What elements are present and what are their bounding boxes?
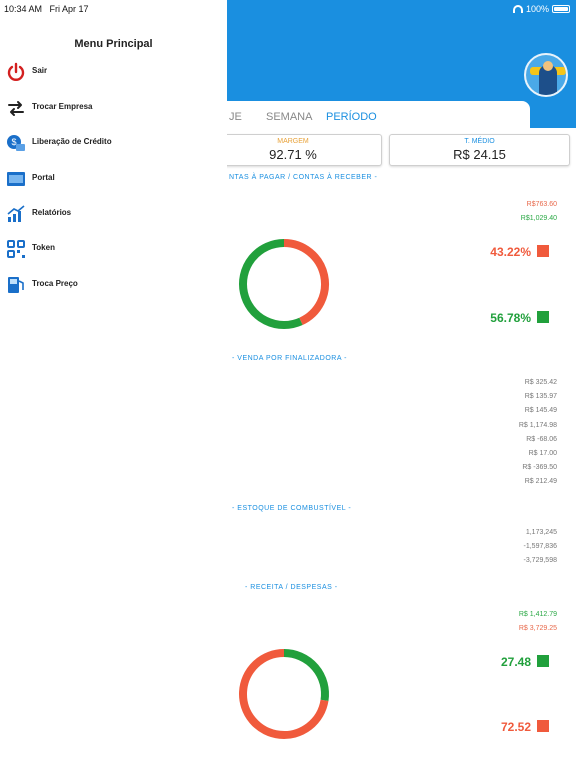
battery-icon <box>552 5 570 13</box>
menu-item-sair[interactable]: Sair <box>0 58 227 86</box>
legend-red-square <box>537 245 549 257</box>
section-contas-title: NTAS À PAGAR / CONTAS À RECEBER - <box>229 174 378 181</box>
menu-label-liberacao-credito: Liberação de Crédito <box>32 137 112 146</box>
menu-label-portal: Portal <box>32 173 55 182</box>
metric-margem-label: MARGEM <box>277 138 309 145</box>
status-right: 100% <box>512 4 570 14</box>
donut-slice-1 <box>239 239 303 329</box>
tab-period[interactable]: PERÍODO <box>326 111 377 123</box>
wifi-icon <box>512 5 523 13</box>
legend-red-square-2 <box>537 720 549 732</box>
profile-avatar[interactable] <box>524 53 568 97</box>
credit-icon: $ <box>7 135 25 151</box>
menu-item-liberacao-credito[interactable]: $ Liberação de Crédito <box>0 129 227 157</box>
drawer-title: Menu Principal <box>74 38 153 50</box>
swap-icon <box>8 101 24 116</box>
qr-icon <box>7 240 25 258</box>
despesa-pct: 72.52 <box>500 720 531 734</box>
donut-slice-0 <box>283 649 329 701</box>
contas-receber-pct: 56.78% <box>490 311 531 325</box>
donut-slice-0 <box>283 239 329 325</box>
receita-value: R$ 1,412.79 <box>518 611 557 618</box>
legend-green-square <box>537 311 549 323</box>
estoque-value-0: 1,173,245 <box>525 529 557 536</box>
side-drawer: Menu Principal Sair Trocar Empresa $ Lib… <box>0 0 227 768</box>
metric-tmedio-value: R$ 24.15 <box>453 147 506 162</box>
avatar-head <box>543 61 553 71</box>
finalizadora-value-5: R$ 17.00 <box>528 450 557 457</box>
battery-level: 100% <box>525 4 549 14</box>
status-time: 10:34 AM Fri Apr 17 <box>4 4 89 14</box>
menu-item-relatorios[interactable]: Relatórios <box>0 200 227 228</box>
menu-label-token: Token <box>32 243 55 252</box>
menu-item-trocar-empresa[interactable]: Trocar Empresa <box>0 94 227 122</box>
tab-day[interactable]: JE <box>229 111 242 123</box>
avatar-figure <box>539 65 557 95</box>
section-finalizadora-title: - VENDA POR FINALIZADORA - <box>232 355 347 362</box>
finalizadora-value-7: R$ 212.49 <box>524 478 557 486</box>
contas-donut-chart <box>239 239 329 329</box>
finalizadora-value-4: R$ -68.06 <box>526 435 557 443</box>
power-icon <box>7 62 25 81</box>
contas-pagar-value: R$763.60 <box>526 201 557 208</box>
metric-tmedio-label: T. MÉDIO <box>464 138 495 145</box>
status-bar: 10:34 AM Fri Apr 17 100% <box>0 0 576 18</box>
chart-icon <box>7 205 25 222</box>
finalizadora-value-2: R$ 145.49 <box>524 407 557 415</box>
receita-pct: 27.48 <box>500 655 531 669</box>
finalizadora-value-3: R$ 1,174.98 <box>518 421 557 429</box>
menu-label-sair: Sair <box>32 66 48 75</box>
menu-item-token[interactable]: Token <box>0 235 227 263</box>
menu-label-relatorios: Relatórios <box>32 208 72 217</box>
fuel-pump-icon <box>8 277 24 293</box>
menu-label-troca-preco: Troca Preço <box>32 279 78 288</box>
menu-label-trocar-empresa: Trocar Empresa <box>32 102 93 111</box>
section-estoque-title: - ESTOQUE DE COMBUSTÍVEL - <box>232 505 352 512</box>
receita-donut-chart <box>239 649 329 739</box>
svg-text:$: $ <box>11 137 16 147</box>
portal-icon <box>7 172 25 186</box>
metric-margem: MARGEM 92.71 % <box>204 134 382 166</box>
contas-pagar-pct: 43.22% <box>490 245 531 259</box>
menu-item-portal[interactable]: Portal <box>0 165 227 193</box>
legend-green-square-2 <box>537 655 549 667</box>
menu-item-troca-preco[interactable]: Troca Preço <box>0 271 227 299</box>
metric-tmedio: T. MÉDIO R$ 24.15 <box>389 134 570 166</box>
finalizadora-value-0: R$ 325.42 <box>524 379 557 386</box>
section-receita-title: - RECEITA / DESPESAS - <box>245 584 338 591</box>
contas-receber-value: R$1,029.40 <box>520 215 557 222</box>
tab-week[interactable]: SEMANA <box>266 111 313 123</box>
finalizadora-value-6: R$ -369.50 <box>522 464 557 472</box>
estoque-value-2: -3,729,598 <box>523 557 557 564</box>
estoque-value-1: -1,597,836 <box>523 543 557 550</box>
donut-slice-1 <box>239 649 329 739</box>
metric-margem-value: 92.71 % <box>269 147 317 162</box>
period-tabs-bar <box>200 101 530 131</box>
despesa-value: R$ 3,729.25 <box>518 625 557 632</box>
finalizadora-value-1: R$ 135.97 <box>524 393 557 401</box>
